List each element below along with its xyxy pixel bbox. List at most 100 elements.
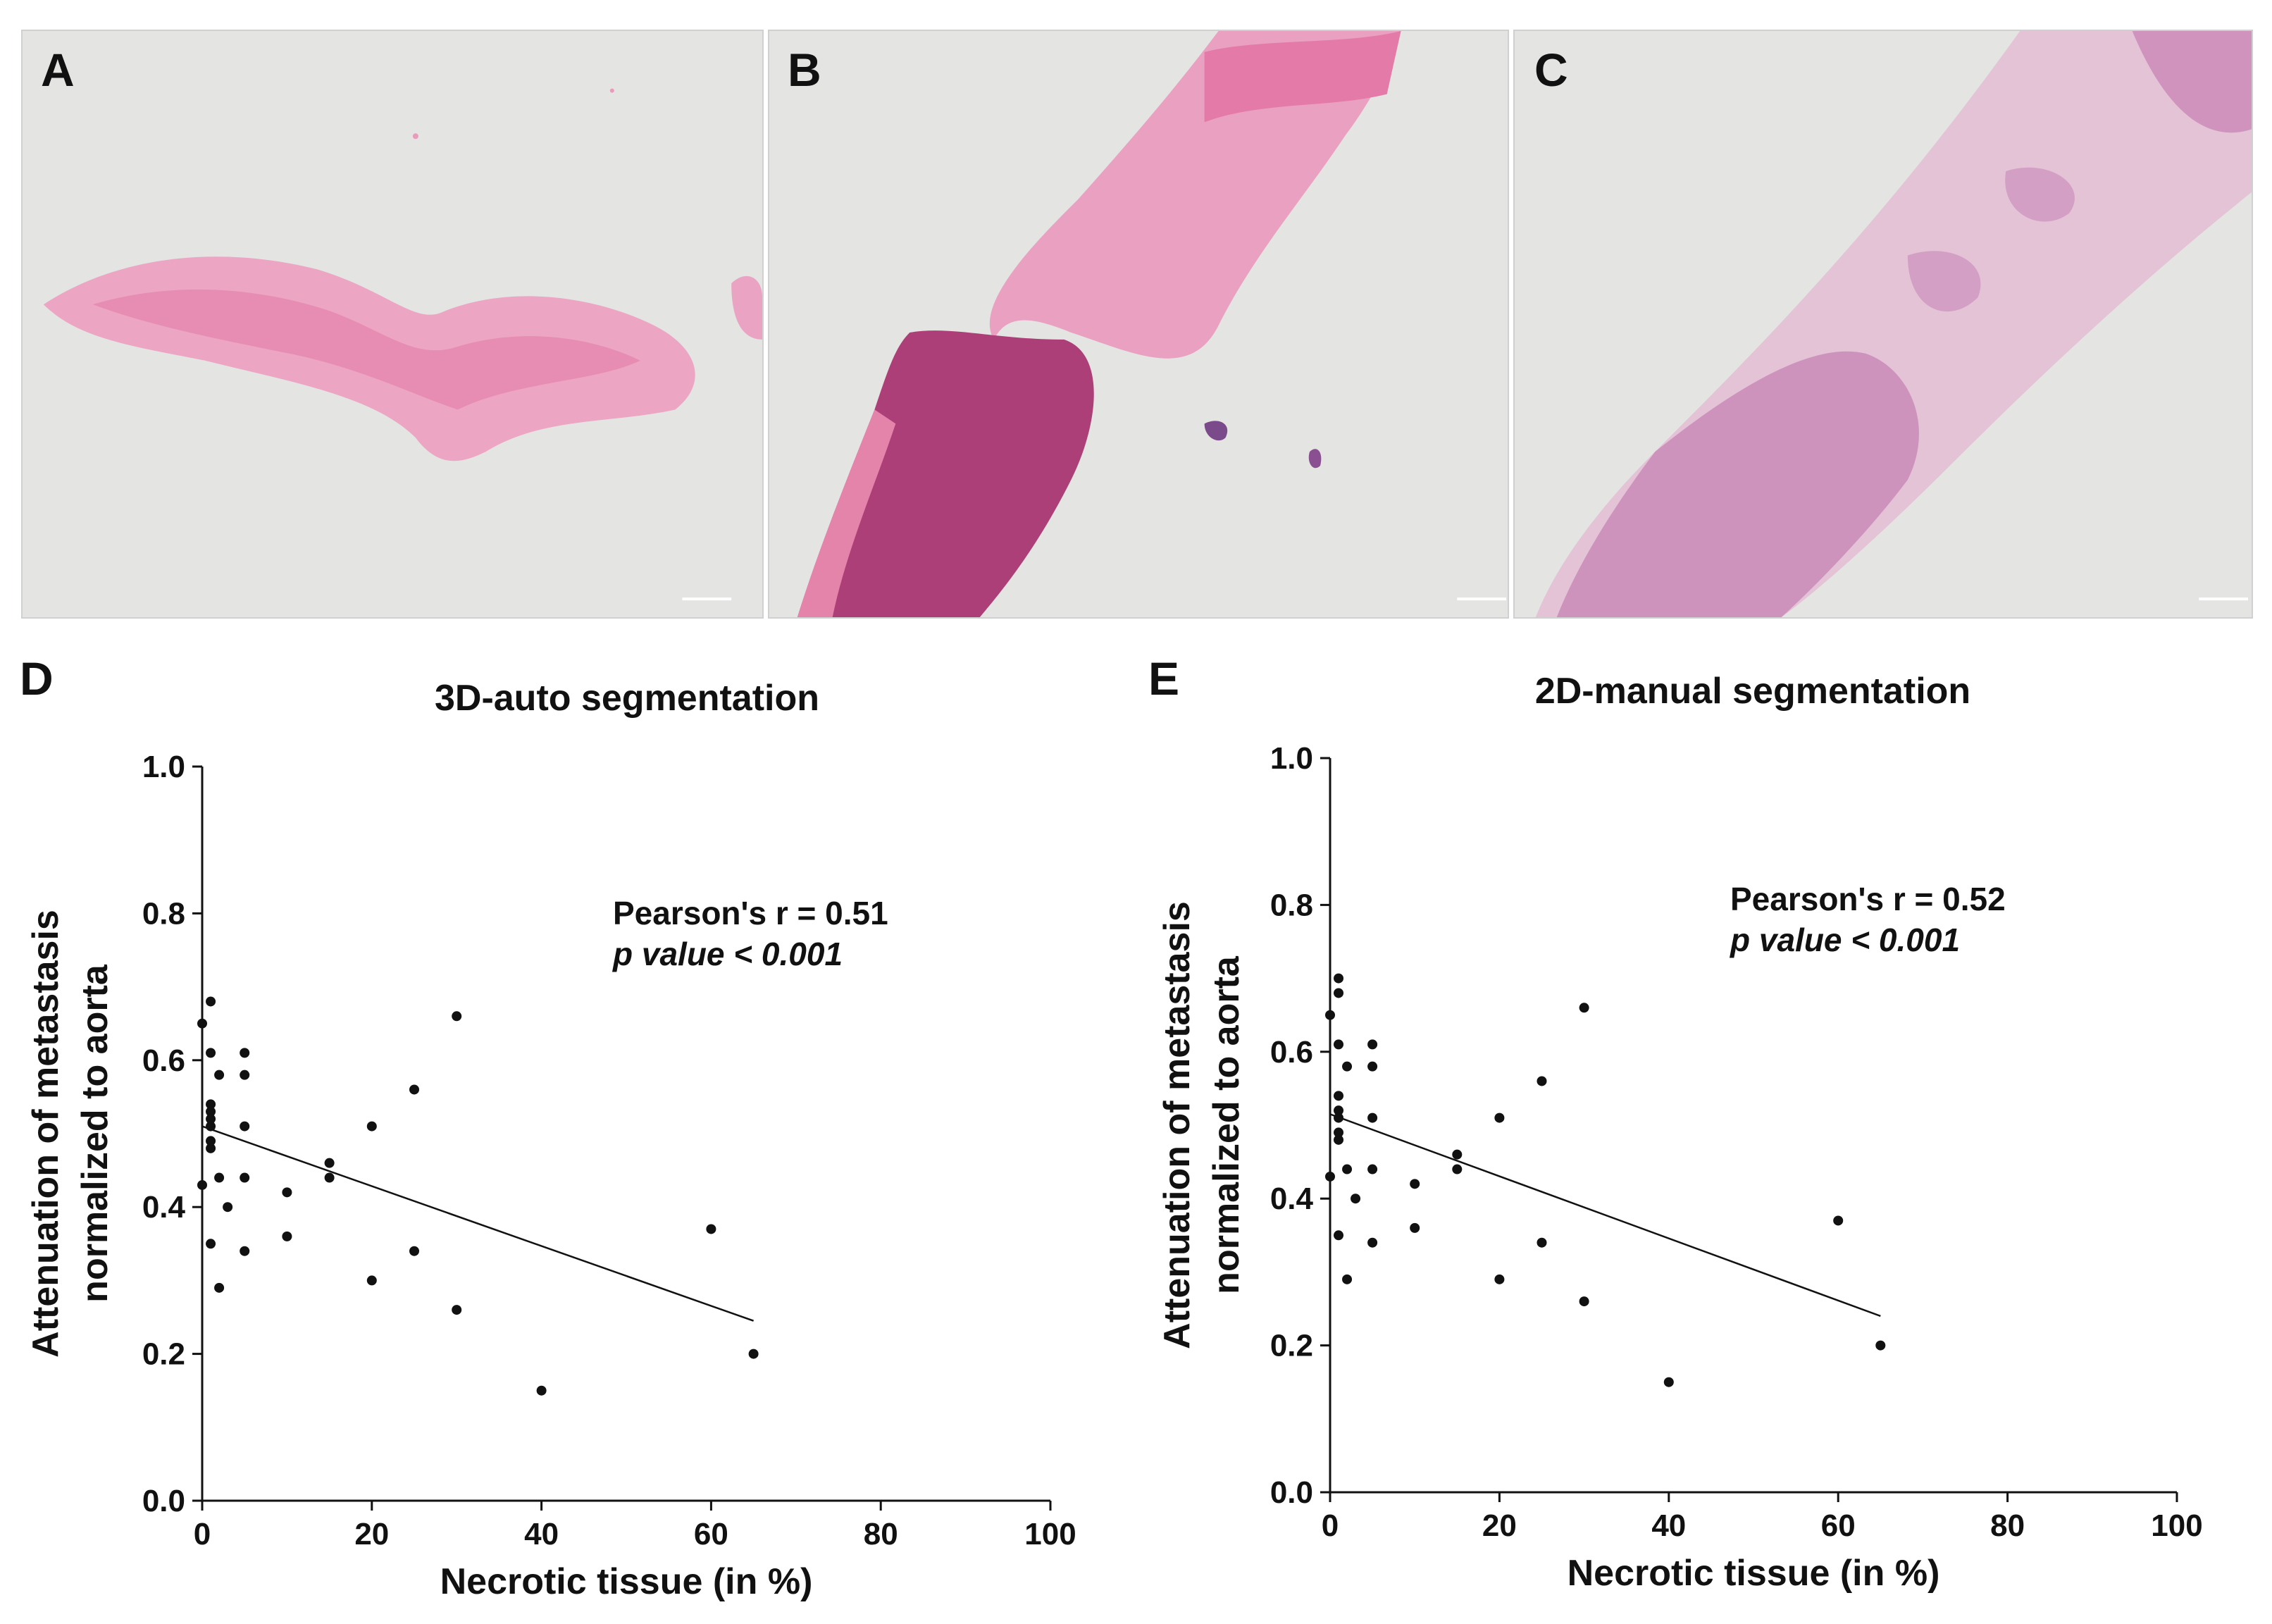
scatter-plot-e: 2D-manual segmentation 0.0 0.2 0.4 0.6 0.8 1.0…	[1157, 671, 2203, 1594]
x-tick-label: 80	[1990, 1508, 2025, 1543]
data-point	[1342, 1274, 1353, 1284]
data-point	[1663, 1377, 1674, 1387]
y-axis-label-line2: normalized to aorta	[75, 964, 116, 1303]
p-value-annotation: p value < 0.001	[612, 936, 843, 972]
y-tick-label: 0.6	[1270, 1035, 1313, 1070]
data-point	[1325, 1171, 1335, 1182]
data-point	[1334, 1091, 1344, 1101]
data-point	[206, 996, 216, 1007]
panel-label-d: D	[20, 652, 54, 705]
data-point	[1367, 1061, 1378, 1072]
panel-label-c: C	[1534, 44, 1568, 96]
data-point	[452, 1305, 462, 1315]
regression-line	[201, 1125, 755, 1322]
x-tick-label: 20	[1482, 1508, 1517, 1543]
data-point	[214, 1070, 225, 1080]
data-point	[206, 1239, 216, 1249]
histology-panel-c	[1513, 30, 2253, 619]
x-tick-label: 100	[2151, 1508, 2202, 1543]
x-axis-label: Necrotic tissue (in %)	[440, 1561, 813, 1602]
chart-title: 3D-auto segmentation	[435, 678, 819, 719]
panel-label-b: B	[788, 44, 821, 96]
data-point	[366, 1121, 377, 1132]
y-axis-label-line1: Attenuation of metastasis	[25, 910, 66, 1358]
data-point	[366, 1275, 377, 1286]
panel-label-e: E	[1148, 652, 1180, 705]
x-tick-label: 20	[354, 1517, 389, 1551]
data-point	[1351, 1194, 1361, 1204]
data-point	[1537, 1237, 1547, 1248]
panel-label-a: A	[41, 44, 75, 96]
data-point	[324, 1158, 335, 1168]
chart-e: 2D-manual segmentation 0.0 0.2 0.4 0.6 0.8 1.0…	[1127, 634, 2272, 1620]
p-value-annotation: p value < 0.001	[1729, 922, 1960, 958]
data-point	[1410, 1222, 1420, 1233]
data-point	[197, 1018, 207, 1029]
data-point	[1494, 1274, 1505, 1284]
data-point	[1833, 1215, 1844, 1226]
y-axis-label-line1: Attenuation of metastasis	[1157, 901, 1198, 1349]
y-tick-label: 0.8	[142, 896, 185, 931]
chart-d: 3D-auto segmentation 0.0 0.2 0.4 0.6 0.8 1.0 0 2…	[0, 634, 1127, 1620]
data-point	[1334, 988, 1344, 998]
data-point	[324, 1172, 335, 1183]
data-point	[282, 1187, 292, 1198]
x-tick-label: 40	[524, 1517, 559, 1551]
pearson-annotation: Pearson's r = 0.51	[613, 895, 888, 931]
y-axis-label-line2: normalized to aorta	[1206, 955, 1247, 1294]
data-point	[1334, 1112, 1344, 1123]
data-point	[1367, 1164, 1378, 1174]
data-point	[1579, 1003, 1589, 1013]
histology-panel-a	[21, 30, 764, 619]
data-point	[409, 1084, 419, 1095]
data-point	[1325, 1010, 1335, 1020]
scatter-plot-d: 3D-auto segmentation 0.0 0.2 0.4 0.6 0.8 1.0 0 2…	[25, 678, 1076, 1602]
data-point	[240, 1048, 250, 1058]
data-point	[1452, 1164, 1463, 1174]
x-tick-label: 80	[864, 1517, 898, 1551]
y-tick-label: 0.0	[1270, 1475, 1313, 1510]
x-tick-label: 60	[694, 1517, 728, 1551]
data-point	[206, 1114, 216, 1124]
data-point	[452, 1011, 462, 1022]
data-point	[1342, 1164, 1353, 1174]
data-point	[240, 1070, 250, 1080]
y-tick-label: 0.2	[142, 1337, 185, 1372]
x-tick-label: 0	[194, 1517, 211, 1551]
histology-panel-b	[768, 30, 1509, 619]
data-point	[1579, 1296, 1589, 1307]
data-point	[1334, 973, 1344, 984]
y-tick-label: 0.6	[142, 1043, 185, 1078]
data-point	[1334, 1134, 1344, 1145]
y-tick-label: 0.8	[1270, 888, 1313, 922]
data-point	[240, 1246, 250, 1256]
data-point	[1367, 1237, 1378, 1248]
x-tick-label: 60	[1821, 1508, 1856, 1543]
regression-line	[1329, 1113, 1881, 1318]
data-point	[1334, 1105, 1344, 1116]
data-point	[206, 1106, 216, 1117]
pearson-annotation: Pearson's r = 0.52	[1730, 881, 2006, 917]
data-point	[206, 1099, 216, 1110]
y-tick-label: 0.0	[142, 1484, 185, 1518]
x-axis-label: Necrotic tissue (in %)	[1568, 1553, 1940, 1594]
y-tick-label: 0.2	[1270, 1329, 1313, 1363]
histology-image-a	[23, 31, 762, 617]
y-tick-label: 0.4	[142, 1190, 186, 1225]
data-point	[1410, 1179, 1420, 1189]
data-point	[214, 1172, 225, 1183]
histology-image-b	[769, 31, 1508, 617]
data-point	[240, 1172, 250, 1183]
x-tick-label: 0	[1322, 1508, 1339, 1543]
data-point	[1342, 1061, 1353, 1072]
data-point	[197, 1179, 207, 1190]
data-point	[536, 1385, 547, 1396]
x-tick-label: 40	[1651, 1508, 1686, 1543]
y-tick-label: 1.0	[1270, 741, 1313, 776]
data-point	[206, 1121, 216, 1132]
data-point	[706, 1224, 716, 1234]
data-point	[282, 1231, 292, 1241]
data-point	[206, 1048, 216, 1058]
data-point	[1367, 1039, 1378, 1050]
histology-image-c	[1515, 31, 2252, 617]
